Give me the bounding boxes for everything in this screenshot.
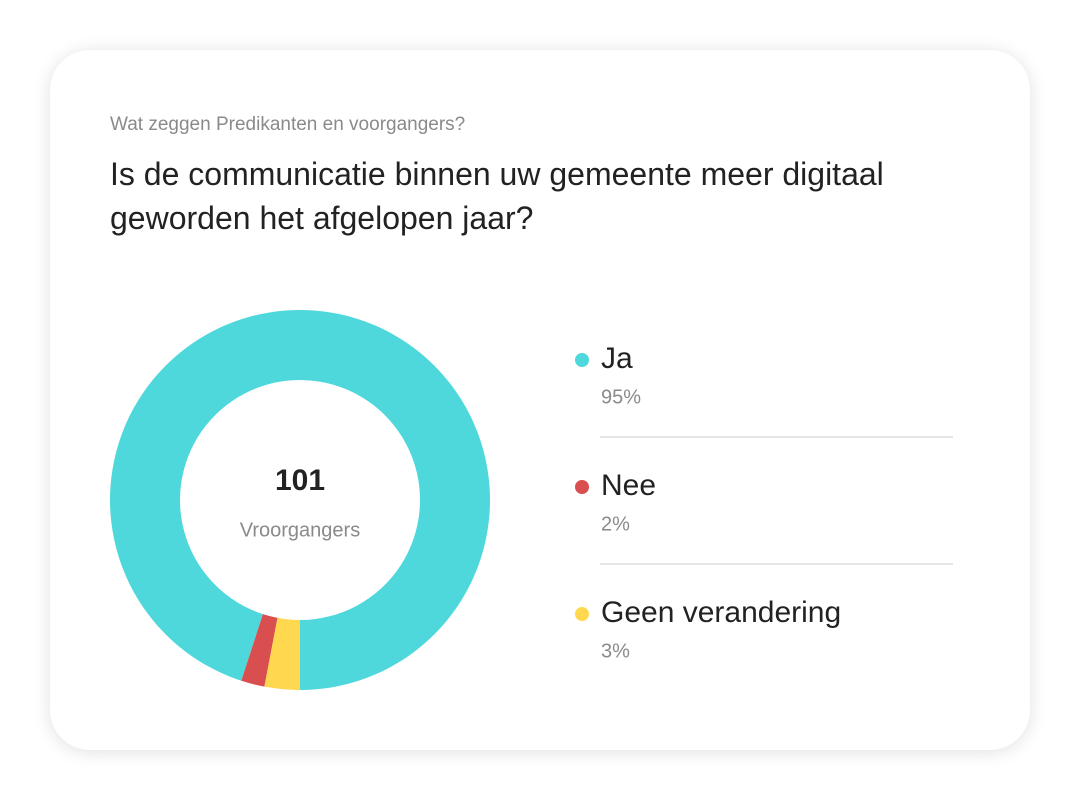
legend-dot <box>575 607 589 621</box>
legend-label: Nee <box>601 469 656 502</box>
slice <box>110 310 491 690</box>
legend-value: 2% <box>601 513 630 535</box>
legend-label: Geen verandering <box>601 596 841 629</box>
center-label: Vroorgangers <box>240 519 360 541</box>
slice <box>241 614 278 687</box>
legend-value: 95% <box>601 386 641 408</box>
legend-dot <box>575 353 589 367</box>
center-value: 101 <box>275 464 325 497</box>
legend-dot <box>575 480 589 494</box>
slice <box>264 617 300 690</box>
chart-title: Is de communicatie binnen uw gemeente me… <box>110 156 884 236</box>
subtitle: Wat zeggen Predikanten en voorgangers? <box>110 114 466 135</box>
legend-value: 3% <box>601 640 630 662</box>
legend-label: Ja <box>601 342 633 375</box>
